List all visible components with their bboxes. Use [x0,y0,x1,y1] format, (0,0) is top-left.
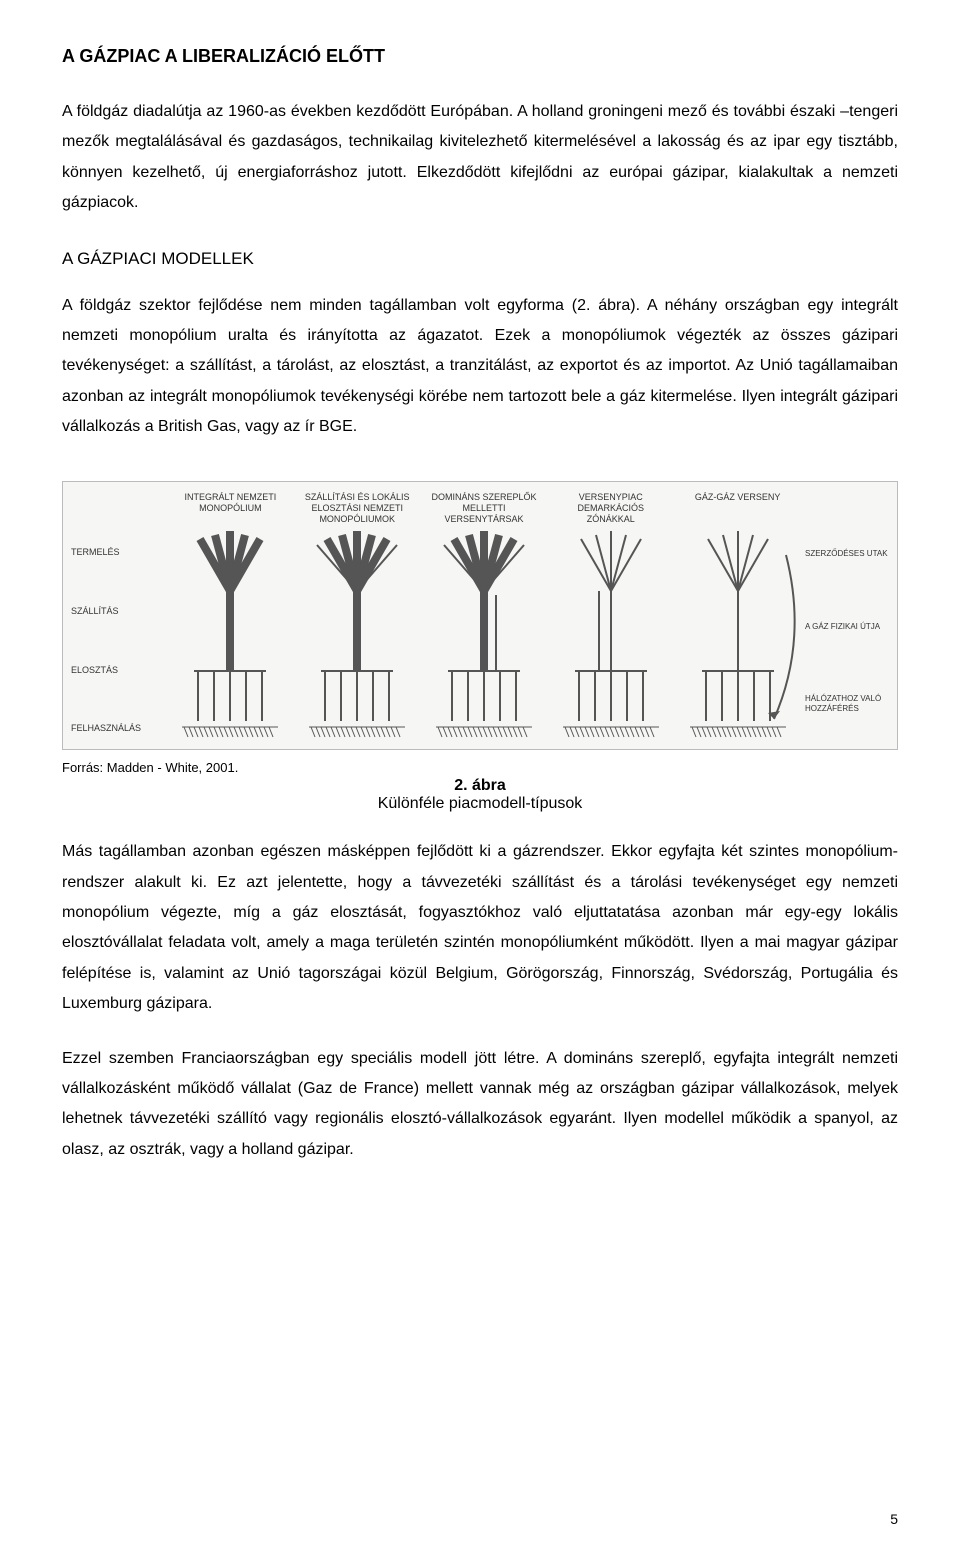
figure-source: Forrás: Madden - White, 2001. [62,760,898,775]
paragraph-other-states: Más tagállamban azonban egészen másképpe… [62,837,898,1019]
figure-column-headers: INTEGRÁLT NEMZETI MONOPÓLIUM SZÁLLÍTÁSI … [71,492,889,526]
figure-caption-text: Különféle piacmodell-típusok [378,795,583,812]
figure-col-label: SZÁLLÍTÁSI ÉS LOKÁLIS ELOSZTÁSI NEMZETI … [294,492,421,526]
figure-tree-diagram [167,531,294,741]
figure-row-label: TERMELÉS [71,547,167,557]
paragraph-france: Ezzel szemben Franciaországban egy speci… [62,1044,898,1166]
figure-col-label: GÁZ-GÁZ VERSENY [674,492,801,526]
figure-row-label: FELHASZNÁLÁS [71,723,167,733]
figure-tree-diagram [547,531,674,741]
figure-row-labels: TERMELÉS SZÁLLÍTÁS ELOSZTÁS FELHASZNÁLÁS [71,531,167,741]
paragraph-models: A földgáz szektor fejlődése nem minden t… [62,291,898,443]
figure-2-box: INTEGRÁLT NEMZETI MONOPÓLIUM SZÁLLÍTÁSI … [62,481,898,751]
figure-legend-item: HÁLÓZATHOZ VALÓ HOZZÁFÉRÉS [805,694,889,713]
figure-col-label: INTEGRÁLT NEMZETI MONOPÓLIUM [167,492,294,526]
figure-legend-item: A GÁZ FIZIKAI ÚTJA [805,622,880,632]
paragraph-intro: A földgáz diadalútja az 1960-as években … [62,97,898,219]
figure-right-legend: SZERZŐDÉSES UTAK A GÁZ FIZIKAI ÚTJA HÁLÓ… [801,531,889,741]
figure-row-label: SZÁLLÍTÁS [71,606,167,616]
figure-caption-number: 2. ábra [62,777,898,795]
figure-col-label: DOMINÁNS SZEREPLŐK MELLETTI VERSENYTÁRSA… [421,492,548,526]
figure-tree-diagram [674,531,801,741]
page-title: A GÁZPIAC A LIBERALIZÁCIÓ ELŐTT [62,46,898,67]
page-number: 5 [890,1511,898,1527]
figure-2: INTEGRÁLT NEMZETI MONOPÓLIUM SZÁLLÍTÁSI … [62,481,898,814]
figure-tree-diagram [421,531,548,741]
figure-tree-diagram [294,531,421,741]
figure-legend-item: SZERZŐDÉSES UTAK [805,549,888,559]
figure-row-label: ELOSZTÁS [71,665,167,675]
figure-col-label: VERSENYPIAC DEMARKÁCIÓS ZÓNÁKKAL [547,492,674,526]
section-heading-models: A GÁZPIACI MODELLEK [62,249,898,269]
